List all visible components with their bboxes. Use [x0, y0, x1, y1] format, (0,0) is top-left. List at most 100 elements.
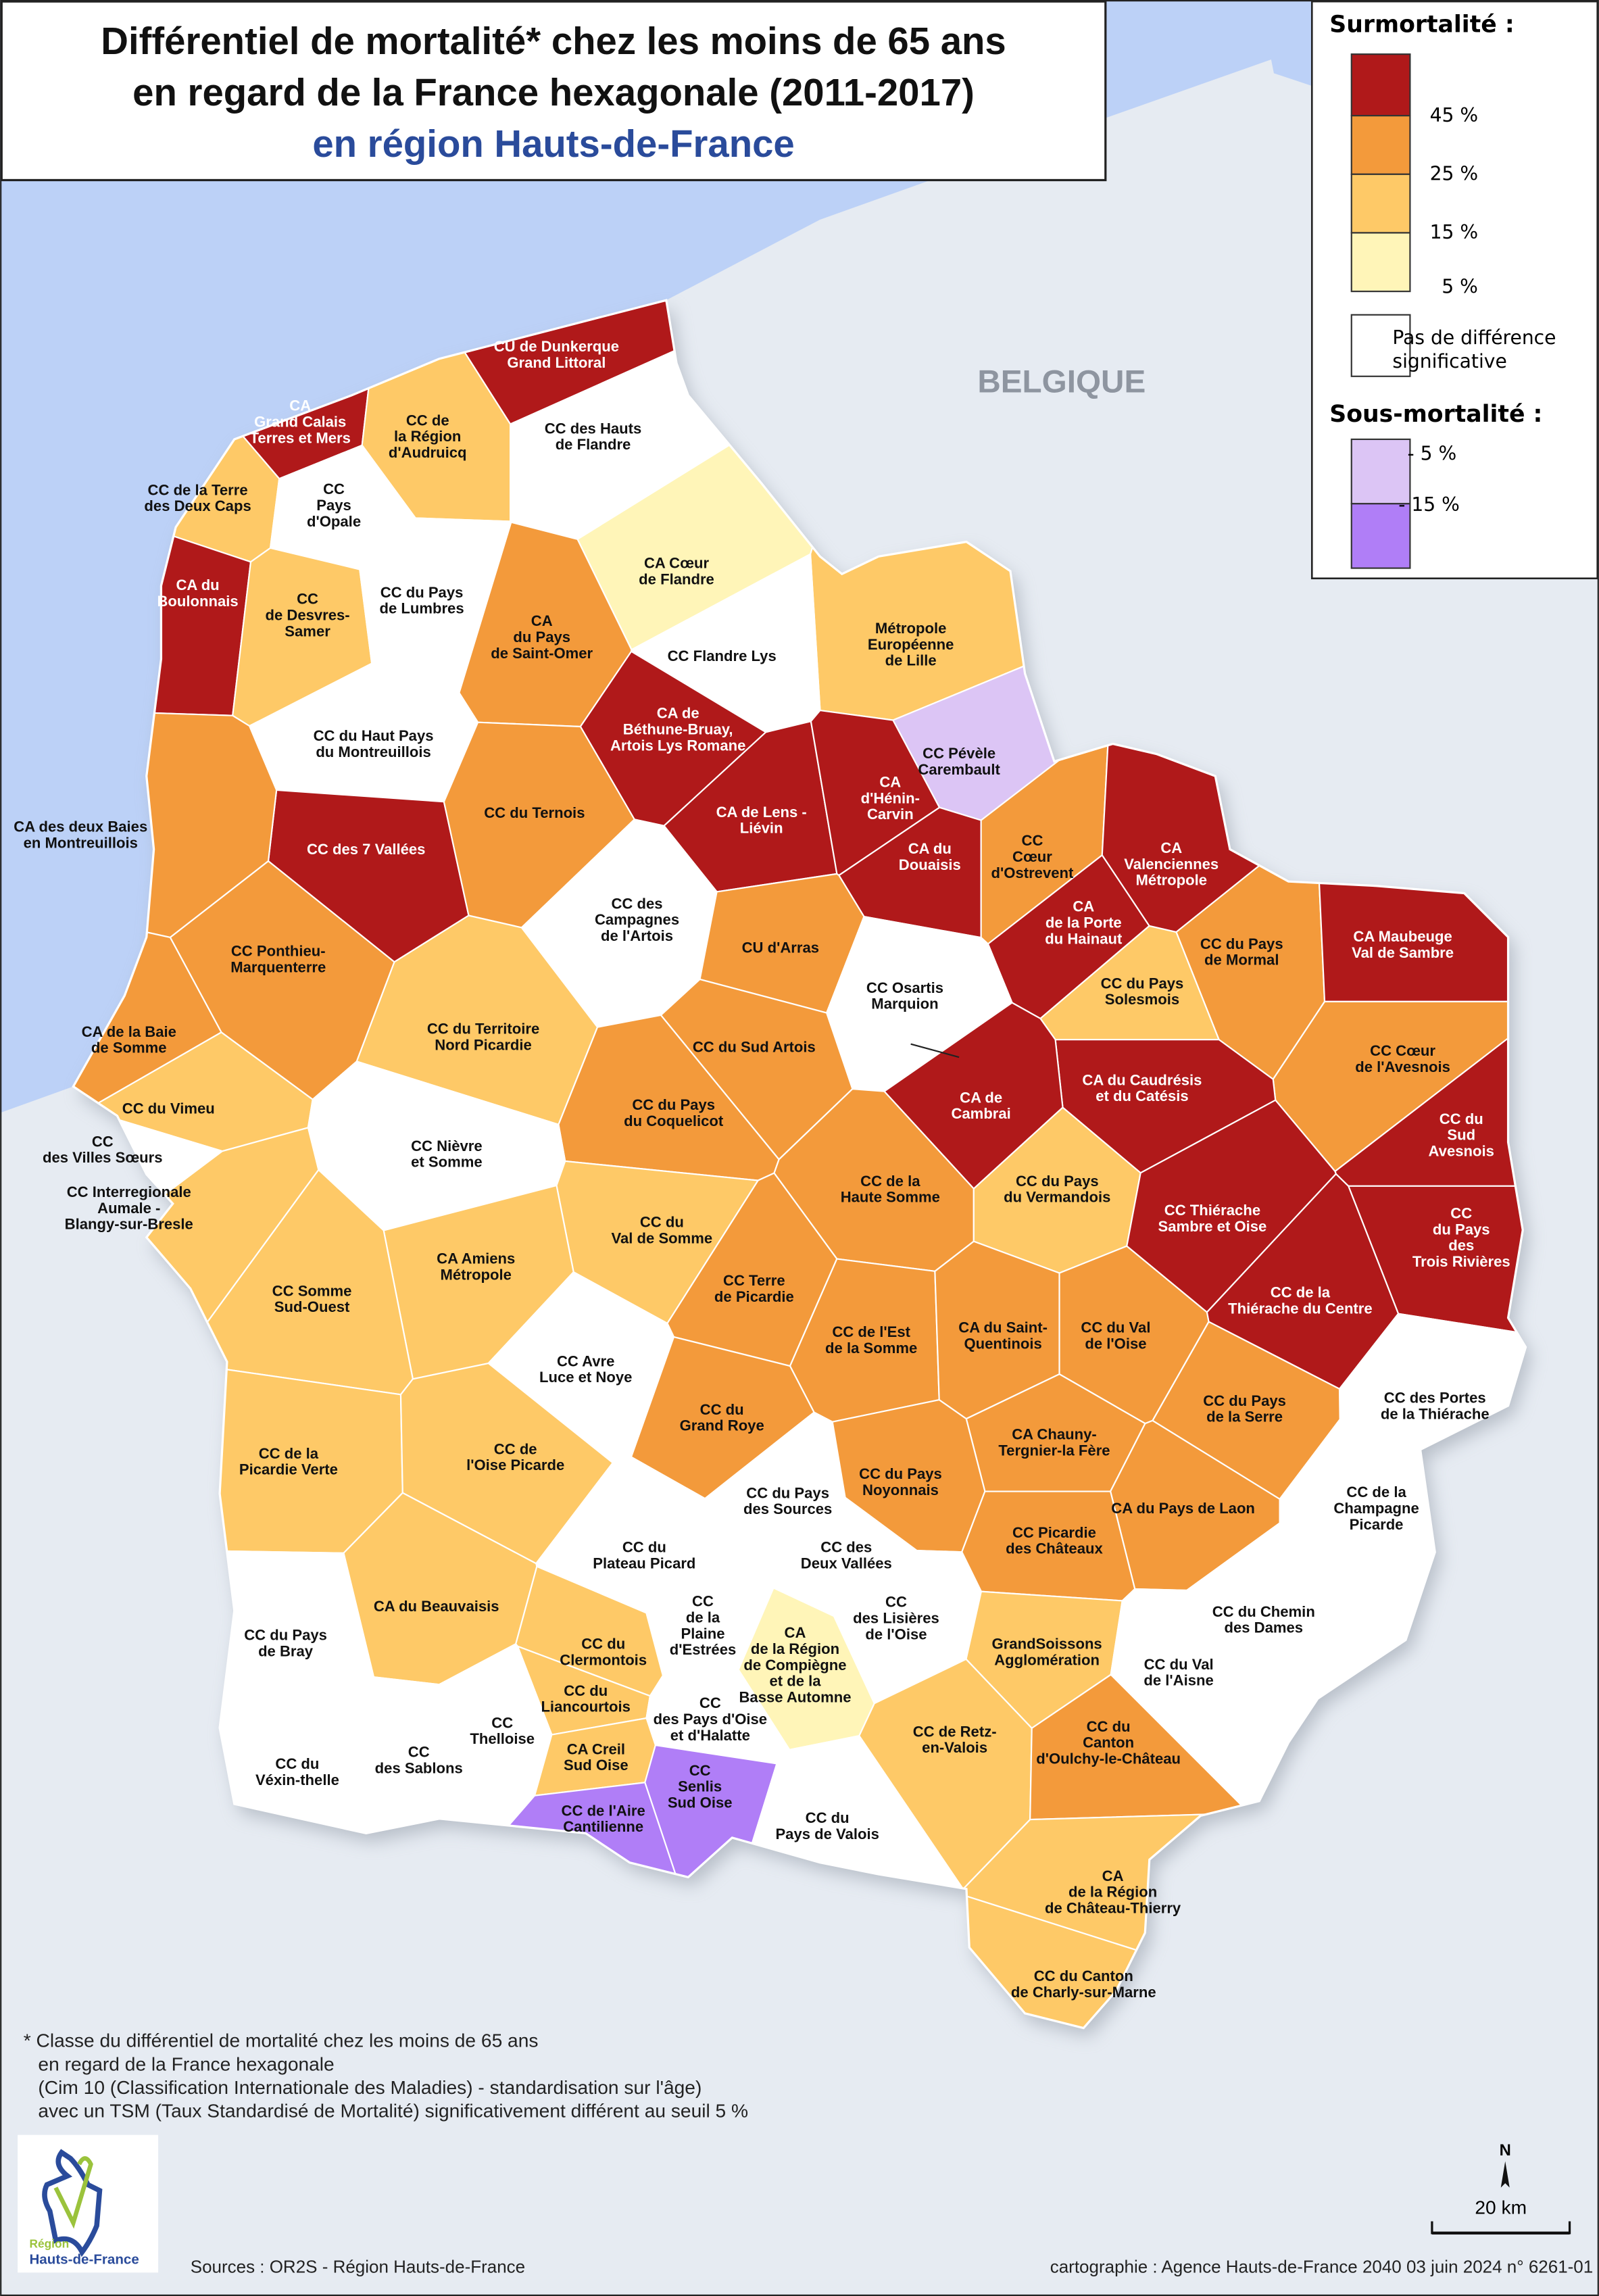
territory-label-line: d'Opale [307, 513, 361, 530]
territory-label-line: CA [1102, 1867, 1124, 1884]
territory-label-line: Thiérache du Centre [1228, 1300, 1372, 1317]
territory-label-ca-du-beauvaisis: CA du Beauvaisis [374, 1598, 499, 1615]
territory-label-line: Luce et Noye [539, 1369, 632, 1386]
territory-label-line: d'Oulchy-le-Château [1036, 1750, 1181, 1767]
legend-over-title: Surmortalité : [1329, 11, 1514, 39]
territory-label-cc-du-vimeu: CC du Vimeu [122, 1100, 215, 1117]
territory-label-line: Boulonnais [157, 593, 238, 610]
territory-label-line: CC [408, 1744, 430, 1761]
territory-label-line: CC [1450, 1204, 1472, 1221]
territory-label-line: CC de l'Aire [562, 1802, 645, 1819]
territory-label-cu-de-dunkerque-grand-littoral: CU de Dunkerque Grand Littoral [494, 338, 619, 371]
territory-label-line: CC de Retz- [913, 1723, 997, 1740]
territory-label-line: Sud Oise [668, 1794, 733, 1811]
territory-label-cc-des-villes-s-urs: CC des Villes Sœurs [43, 1133, 163, 1166]
territory-label-line: CC Flandre Lys [668, 648, 777, 664]
territory-label-line: CA Chauny- [1012, 1426, 1097, 1443]
territory-label-line: de Mormal [1204, 952, 1279, 969]
territory-label-cc-pays-d-opale: CC Pays d'Opale [307, 481, 361, 530]
territory-label-line: CC du Val [1081, 1319, 1150, 1336]
territory-label-cc-de-la-terre-des-deux-caps: CC de la Terre des Deux Caps [144, 481, 251, 514]
territory-label-line: CA du [176, 577, 219, 593]
legend-ns-line-1: Pas de différence [1392, 326, 1556, 349]
sources: Sources : OR2S - Région Hauts-de-France [191, 2256, 525, 2276]
territory-label-metropole-europeenne-de-lille: Métropole Européenne de Lille [868, 620, 954, 669]
territory-label-line: du Pays [513, 629, 570, 645]
legend-tick-45: 45 % [1430, 104, 1479, 126]
territory-label-ca-d-henin-carvin: CA d'Hénin-Carvin [861, 773, 920, 823]
territory-label-line: Liévin [740, 820, 783, 837]
territory-label-cc-du-pays-du-vermandois: CC du Pays du Vermandois [1004, 1173, 1110, 1206]
territory-label-line: CC de la [259, 1445, 319, 1462]
territory-label-line: de l'Aisne [1143, 1672, 1213, 1689]
territory-label-line: des Pays d'Oise [654, 1711, 767, 1728]
territory-label-line: CA du [908, 840, 952, 857]
territory-label-line: CA du Caudrésis [1082, 1071, 1202, 1088]
territory-label-line: et du Catésis [1096, 1088, 1188, 1104]
footnote-line-3: (Cim 10 (Classification Internationale d… [38, 2077, 702, 2098]
legend-swatch-minus15 [1350, 503, 1411, 569]
territory-label-line: Cœur [1012, 848, 1052, 865]
territory-label-line: CA du Pays de Laon [1111, 1500, 1255, 1517]
territory-label-line: CC de [406, 412, 449, 429]
territory-label-line: et d'Halatte [670, 1727, 750, 1744]
territory-label-line: CA Maubeuge [1353, 928, 1452, 945]
territory-label-line: Sud [1447, 1127, 1475, 1144]
territory-label-line: CC du Pays [1200, 935, 1283, 952]
territory-label-line: CC Picardie [1012, 1524, 1096, 1541]
territory-label-line: CC du Vimeu [122, 1100, 215, 1117]
territory-label-line: de l'Avesnois [1355, 1058, 1450, 1075]
territory-label-ca-du-caudresis-et-du-catesis: CA du Caudrésis et du Catésis [1082, 1071, 1202, 1104]
territory-label-line: des [1448, 1237, 1474, 1254]
territory-label-line: d'Estrées [670, 1641, 737, 1658]
territory-label-line: CC [692, 1593, 714, 1610]
territory-label-line: Sud Oise [564, 1757, 629, 1774]
territory-label-line: CC du [564, 1682, 608, 1699]
territory-label-line: en-Valois [922, 1739, 987, 1756]
territory-label-cc-interregionale-aumale-blangy-sur-bresle: CC Interregionale Aumale -Blangy-sur-Bres… [65, 1183, 193, 1233]
territory-label-cc-du-pays-de-bray: CC du Pays de Bray [244, 1626, 327, 1659]
territory-label-cc-de-la-champagne-picarde: CC de la Champagne Picarde [1333, 1484, 1419, 1533]
territory-label-line: CC Avre [557, 1352, 614, 1369]
territory-label-line: CA Creil [567, 1740, 625, 1757]
territory-label-line: CC des 7 Vallées [307, 841, 426, 858]
territory-label-line: CC du [1440, 1110, 1483, 1127]
territory-label-cc-des-portes-de-la-thierache: CC des Portes de la Thiérache [1381, 1389, 1490, 1422]
territory-label-ca-amiens-metropole: CA Amiens Métropole [437, 1250, 515, 1284]
territory-label-line: CA [1073, 898, 1094, 915]
territory-label-line: CC de la [1346, 1484, 1406, 1500]
territory-label-cc-flandre-lys: CC Flandre Lys [668, 648, 777, 664]
territory-label-cc-du-val-de-l-aisne: CC du Val de l'Aisne [1143, 1656, 1213, 1689]
territory-label-line: Blangy-sur-Bresle [65, 1216, 193, 1233]
territory-label-line: Valenciennes [1124, 856, 1219, 873]
territory-label-cc-ponthieu-marquenterre: CC Ponthieu-Marquenterre [230, 943, 326, 976]
territory-label-line: l'Oise Picarde [466, 1457, 564, 1473]
territory-label-cc-du-chemin-des-dames: CC du Chemin des Dames [1212, 1603, 1315, 1636]
territory-label-line: de l'Oise [865, 1626, 927, 1642]
territory-label-cu-d-arras: CU d'Arras [742, 939, 819, 956]
territory-label-line: CC des Hauts [545, 420, 642, 437]
territory-label-line: Val de Sambre [1352, 944, 1454, 961]
legend-tick-25: 25 % [1430, 162, 1479, 185]
territory-label-line: CC du Pays [244, 1626, 327, 1643]
territory-label-line: la Région [394, 428, 461, 445]
territory-label-cc-du-sud-avesnois: CC du Sud Avesnois [1429, 1110, 1494, 1160]
territory-label-line: Marquenterre [230, 959, 326, 976]
territory-label-line: des Lisières [853, 1610, 939, 1627]
territory-label-cc-du-haut-pays-du-montreuillois: CC du Haut Pays du Montreuillois [314, 727, 434, 760]
territory-label-line: CC du Sud Artois [693, 1039, 816, 1056]
territory-label-cc-nievre-et-somme: CC Nièvre et Somme [411, 1138, 483, 1171]
territory-label-line: CC [323, 481, 345, 497]
territory-label-line: CC du Val [1144, 1656, 1214, 1673]
territory-label-ca-de-la-baie-de-somme: CA de la Baie de Somme [82, 1023, 176, 1056]
title-line-2: en regard de la France hexagonale (2011-… [132, 71, 975, 114]
territory-label-line: Val de Somme [611, 1229, 712, 1246]
territory-label-ca-du-douaisis: CA du Douaisis [899, 840, 961, 873]
territory-label-line: Aumale - [97, 1200, 160, 1217]
footnote-line-1: * Classe du différentiel de mortalité ch… [24, 2030, 539, 2051]
territory-label-line: CA [289, 397, 311, 414]
territory-label-line: CC Somme [272, 1282, 352, 1299]
territory-label-line: et Somme [411, 1154, 483, 1171]
credits: cartographie : Agence Hauts-de-France 20… [1050, 2256, 1593, 2276]
